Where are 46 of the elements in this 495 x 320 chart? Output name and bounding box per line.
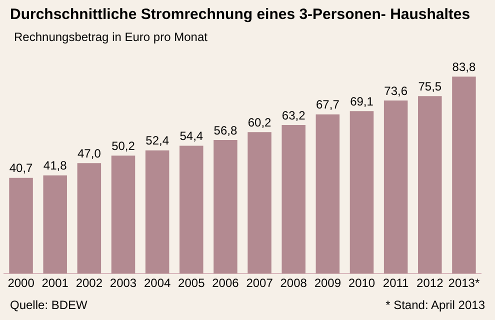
x-tick-label: 2009 (314, 276, 342, 290)
x-tick-label: 2002 (76, 276, 103, 290)
data-label: 60,2 (248, 115, 272, 130)
x-tick-label: 2011 (382, 276, 410, 290)
x-tick-label: 2001 (42, 276, 69, 290)
data-label: 83,8 (452, 60, 476, 74)
data-label: 41,8 (43, 158, 68, 173)
x-tick-label: 2007 (246, 276, 274, 290)
bar (77, 163, 102, 274)
bar (384, 100, 408, 274)
x-tick-label: 2004 (144, 276, 171, 290)
data-label: 56,8 (214, 123, 238, 138)
x-tick-label: 2006 (212, 276, 240, 290)
data-label: 40,7 (9, 161, 34, 176)
bar (282, 125, 306, 274)
data-label: 52,4 (146, 134, 170, 148)
bar (145, 150, 170, 274)
x-tick-label: 2000 (8, 276, 35, 290)
text: * Stand: April 2013 (386, 298, 485, 312)
data-label: 54,4 (180, 129, 204, 144)
data-label: 63,2 (282, 108, 306, 122)
data-label: 73,6 (384, 84, 408, 98)
bar (111, 156, 136, 274)
data-label: 47,0 (78, 146, 102, 160)
data-label: 50,2 (112, 138, 136, 153)
bar (316, 114, 340, 274)
bar (350, 111, 374, 274)
x-tick-label: 2008 (280, 276, 308, 290)
data-label: 67,7 (316, 98, 340, 112)
x-tick-label: 2012 (416, 276, 444, 290)
x-tick-label: 2005 (178, 276, 206, 290)
x-tick-label: 2003 (110, 276, 137, 290)
bar (418, 96, 442, 274)
data-label: 75,5 (418, 79, 442, 94)
bar (214, 140, 238, 274)
data-label: 69,1 (350, 94, 374, 108)
x-tick-label: 2013* (448, 276, 480, 290)
bar (248, 132, 272, 274)
bar (452, 76, 476, 274)
x-tick-label: 2010 (348, 276, 376, 290)
source-note: Quelle: BDEW (10, 298, 88, 312)
chart-title: Durchschnittliche Stromrechnung eines 3-Personen- Haushaltes (10, 6, 470, 23)
chart-subtitle: Rechnungsbetrag in Euro pro Monat (14, 30, 208, 44)
bar (9, 178, 33, 274)
bar (43, 175, 67, 274)
bar (180, 146, 204, 274)
